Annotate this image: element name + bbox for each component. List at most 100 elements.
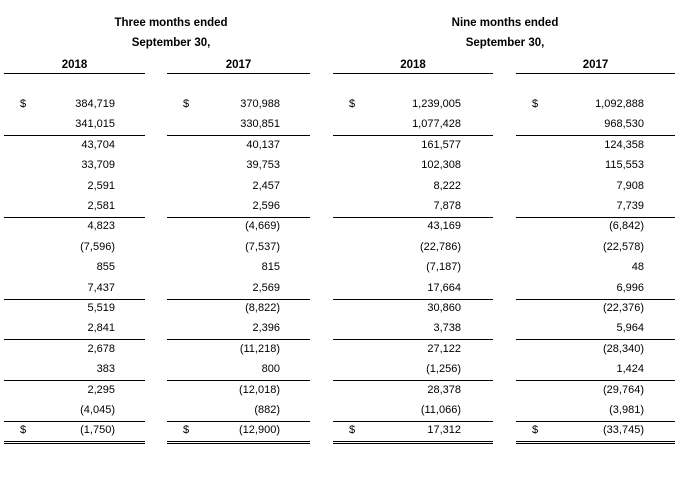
table-cell: 330,851 [240, 118, 280, 131]
year-header-3m-2017: 2017 [225, 59, 252, 71]
table-cell: 2,457 [252, 179, 280, 192]
subtotal-rule [167, 339, 310, 341]
table-cell: (882) [254, 404, 280, 416]
table-cell: 2,581 [87, 200, 115, 212]
year-header-9m-2017: 2017 [582, 59, 609, 71]
table-cell: 40,137 [246, 138, 280, 151]
total-double-rule [4, 441, 145, 445]
table-cell: 17,312 [427, 424, 461, 437]
subtotal-rule [516, 420, 675, 422]
subtotal-rule [516, 380, 675, 382]
table-cell: 341,015 [75, 118, 115, 131]
table-cell: 161,577 [421, 138, 461, 151]
table-cell: 383 [96, 363, 115, 376]
table-cell: 2,596 [252, 200, 280, 212]
subtotal-rule [333, 216, 493, 218]
subtotal-rule [167, 298, 310, 300]
table-cell: 1,239,005 [412, 98, 461, 110]
currency-symbol: $ [20, 424, 27, 437]
table-cell: 1,077,428 [412, 118, 461, 131]
currency-symbol: $ [349, 424, 356, 437]
table-cell: 7,878 [433, 200, 461, 212]
table-cell: 48 [631, 261, 644, 274]
table-cell: 8,222 [433, 179, 461, 192]
subtotal-rule [4, 135, 145, 137]
table-cell: 5,964 [616, 322, 644, 335]
subtotal-rule [333, 339, 493, 341]
total-double-rule [333, 441, 493, 445]
table-cell: (12,018) [239, 383, 280, 396]
table-cell: 5,519 [87, 302, 115, 314]
subtotal-rule [4, 339, 145, 341]
subtotal-rule [333, 380, 493, 382]
subtotal-rule [333, 298, 493, 300]
table-cell: 3,738 [433, 322, 461, 335]
header-three-months: Three months ended September 30, [0, 0, 342, 54]
table-cell: 30,860 [427, 302, 461, 314]
header-three-months-line2: September 30, [131, 37, 211, 49]
subtotal-rule [516, 135, 675, 137]
total-double-rule [516, 441, 675, 445]
table-cell: 2,678 [87, 342, 115, 355]
table-cell: (11,066) [420, 404, 461, 416]
currency-symbol: $ [183, 98, 190, 110]
table-cell: 33,709 [81, 159, 115, 172]
table-cell: 6,996 [616, 281, 644, 294]
table-cell: 43,169 [427, 220, 461, 233]
table-cell: (1,750) [80, 424, 115, 437]
table-cell: (28,340) [603, 342, 644, 355]
currency-symbol: $ [20, 98, 27, 110]
header-three-months-line1: Three months ended [114, 17, 228, 29]
table-cell: (11,218) [239, 342, 280, 355]
table-cell: 370,988 [240, 98, 280, 110]
currency-symbol: $ [183, 424, 190, 437]
subtotal-rule [167, 135, 310, 137]
table-cell: 17,664 [427, 281, 461, 294]
table-cell: 7,908 [616, 179, 644, 192]
year-header-3m-2018: 2018 [61, 59, 88, 71]
table-cell: (8,822) [245, 302, 280, 314]
header-nine-months-line1: Nine months ended [451, 17, 559, 29]
table-cell: (7,187) [426, 261, 461, 274]
total-double-rule [167, 441, 310, 445]
table-cell: 39,753 [246, 159, 280, 172]
table-cell: (33,745) [603, 424, 644, 437]
table-cell: (22,578) [603, 240, 644, 253]
currency-symbol: $ [532, 98, 539, 110]
table-cell: (6,842) [609, 220, 644, 233]
table-cell: 1,092,888 [595, 98, 644, 110]
currency-symbol: $ [349, 98, 356, 110]
table-cell: 2,591 [87, 179, 115, 192]
table-cell: 102,308 [421, 159, 461, 172]
subtotal-rule [167, 216, 310, 218]
table-cell: (4,669) [245, 220, 280, 233]
subtotal-rule [333, 420, 493, 422]
table-cell: 4,823 [87, 220, 115, 233]
subtotal-rule [516, 298, 675, 300]
header-nine-months: Nine months ended September 30, [334, 0, 676, 54]
year-underline [4, 73, 145, 74]
table-cell: 855 [96, 261, 115, 274]
table-cell: 384,719 [75, 98, 115, 110]
currency-symbol: $ [532, 424, 539, 437]
table-cell: 2,396 [252, 322, 280, 335]
table-cell: 124,358 [604, 138, 644, 151]
table-cell: 115,553 [605, 159, 644, 172]
table-cell: 2,295 [87, 383, 115, 396]
table-cell: 43,704 [81, 138, 115, 151]
year-underline [516, 73, 675, 74]
table-cell: 28,378 [427, 383, 461, 396]
table-cell: (22,376) [603, 302, 644, 314]
table-cell: (29,764) [603, 383, 644, 396]
year-header-9m-2018: 2018 [400, 59, 426, 71]
subtotal-rule [167, 420, 310, 422]
subtotal-rule [516, 216, 675, 218]
table-cell: (7,596) [80, 240, 115, 253]
subtotal-rule [167, 380, 310, 382]
table-cell: 2,841 [87, 322, 115, 335]
table-cell: 815 [261, 261, 280, 274]
table-cell: (7,537) [245, 240, 280, 253]
year-underline [167, 73, 310, 74]
table-cell: (4,045) [80, 404, 115, 416]
table-cell: 2,569 [252, 281, 280, 294]
